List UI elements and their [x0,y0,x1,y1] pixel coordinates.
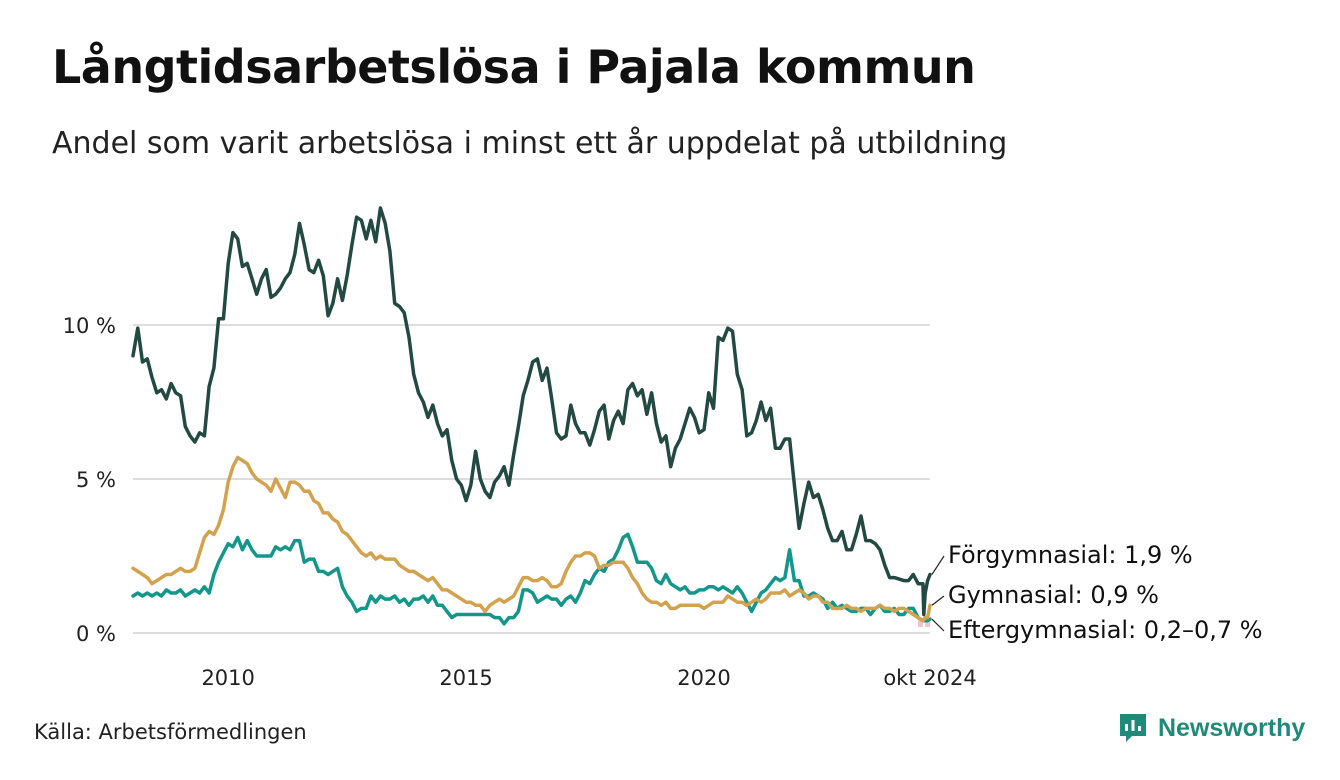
end-label-eftergymnasial: Eftergymnasial: 0,2–0,7 % [948,616,1263,644]
end-label-leader-1 [931,595,945,606]
x-tick-label: 2020 [677,666,730,690]
grid-layer: 0 % 5 % 10 % [63,314,930,646]
label-layer: 2010 2015 2020 okt 2024 Förgymnasial: 1,9 % G… [201,541,1262,690]
y-tick-label: 10 % [63,314,116,338]
end-label-förgymnasial: Förgymnasial: 1,9 % [948,541,1193,569]
series-layer [131,206,932,626]
series-line-gymnasial [131,455,932,623]
end-label-gymnasial: Gymnasial: 0,9 % [948,581,1159,609]
x-tick-label: okt 2024 [883,666,976,690]
source-note: Källa: Arbetsförmedlingen [34,720,307,744]
series-line-förgymnasial [131,206,932,617]
y-tick-label: 0 % [76,622,116,646]
end-label-leader-0 [931,555,945,575]
x-tick-label: 2010 [201,666,254,690]
x-tick-label: 2015 [439,666,492,690]
page-title: Långtidsarbetslösa i Pajala kommun [52,40,976,94]
end-label-leader-2 [931,618,945,632]
page-subtitle: Andel som varit arbetslösa i minst ett å… [52,126,1008,161]
brand-logo[interactable]: Newsworthy [1118,712,1305,744]
brand-name: Newsworthy [1158,713,1306,742]
newsworthy-logo-icon [1120,714,1146,742]
y-tick-label: 5 % [76,468,116,492]
